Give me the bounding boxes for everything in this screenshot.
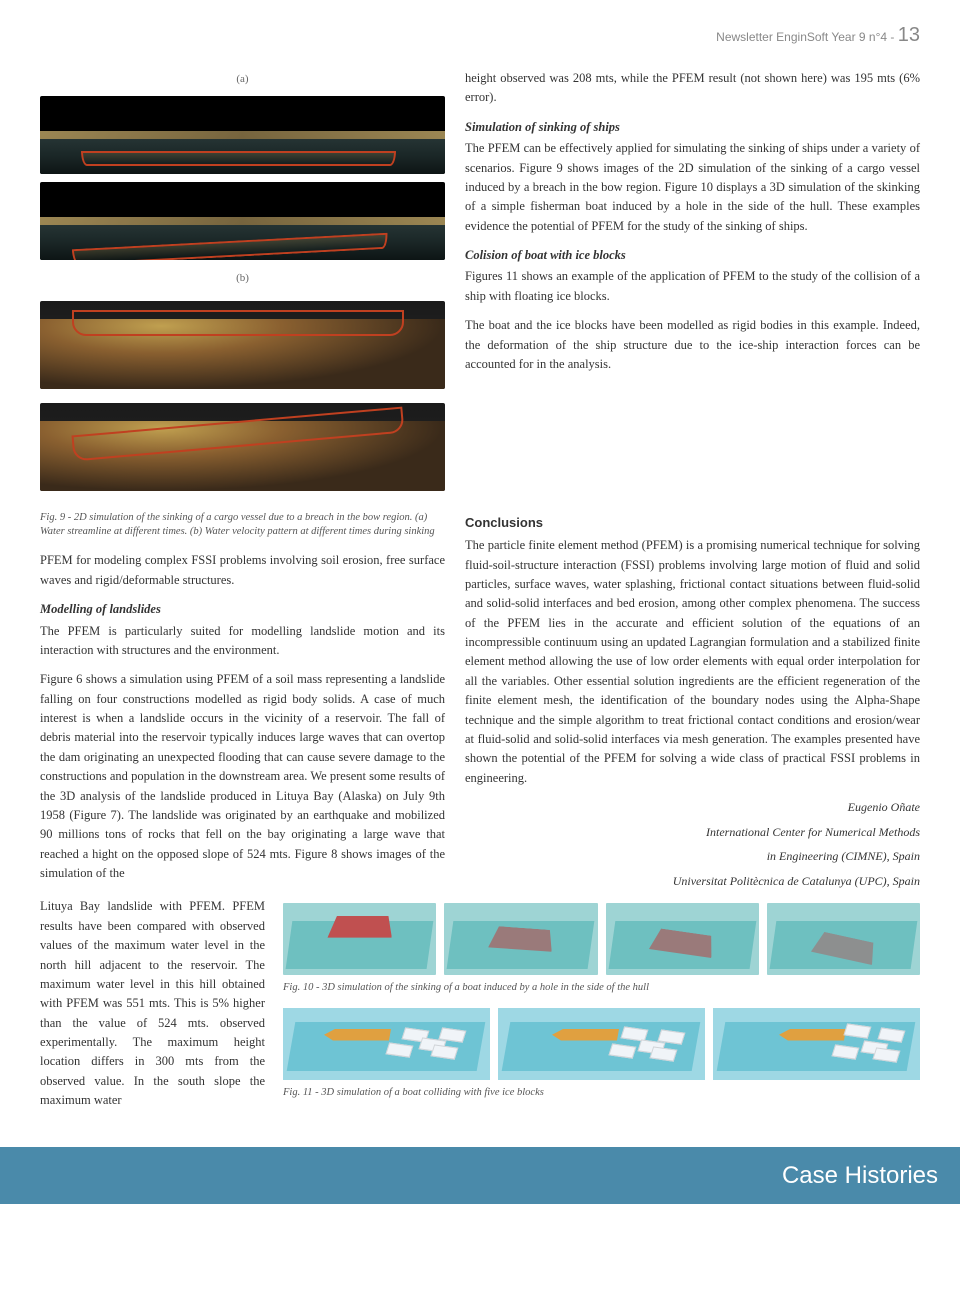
landslides-heading: Modelling of landslides [40,600,445,619]
sim-frame-b1 [40,301,445,389]
sinking-body: The PFEM can be effectively applied for … [465,139,920,236]
page-header: Newsletter EnginSoft Year 9 n°4 - 13 [40,20,920,51]
figure-9-panels: (a) (b) [40,69,445,491]
panel-label-b: (b) [40,270,445,287]
landslides-p2b: Lituya Bay landslide with PFEM. PFEM res… [40,897,265,1110]
conclusions-heading: Conclusions [465,513,920,533]
fig10-frame-3 [606,903,759,975]
fig11-caption: Fig. 11 - 3D simulation of a boat collid… [283,1086,920,1100]
collision-heading: Colision of boat with ice blocks [465,246,920,265]
fig10-frame-2 [444,903,597,975]
author-name: Eugenio Oñate [465,798,920,817]
intro-paragraph: height observed was 208 mts, while the P… [465,69,920,108]
author-affil2: in Engineering (CIMNE), Spain [465,847,920,866]
pfem-para: PFEM for modeling complex FSSI problems … [40,551,445,590]
figure-10-row [283,903,920,975]
fig11-frame-1 [283,1008,490,1080]
fig10-caption: Fig. 10 - 3D simulation of the sinking o… [283,981,920,995]
newsletter-title: Newsletter EnginSoft Year 9 n°4 - [716,30,894,44]
landslides-p1: The PFEM is particularly suited for mode… [40,622,445,661]
fig10-frame-4 [767,903,920,975]
panel-label-a: (a) [40,71,445,88]
sinking-heading: Simulation of sinking of ships [465,118,920,137]
author-affil3: Universitat Politècnica de Catalunya (UP… [465,872,920,891]
collision-p1: Figures 11 shows an example of the appli… [465,267,920,306]
sim-frame-a1 [40,96,445,174]
landslides-p2a: Figure 6 shows a simulation using PFEM o… [40,670,445,883]
collision-p2: The boat and the ice blocks have been mo… [465,316,920,374]
fig11-frame-2 [498,1008,705,1080]
author-affil1: International Center for Numerical Metho… [465,823,920,842]
figure-11-row [283,1008,920,1080]
fig9-caption: Fig. 9 - 2D simulation of the sinking of… [40,511,445,539]
footer-bar: Case Histories [0,1147,960,1204]
fig10-frame-1 [283,903,436,975]
page-number: 13 [898,24,920,46]
sim-frame-a2 [40,182,445,260]
sim-frame-b2 [40,403,445,491]
conclusions-body: The particle finite element method (PFEM… [465,536,920,788]
fig11-frame-3 [713,1008,920,1080]
